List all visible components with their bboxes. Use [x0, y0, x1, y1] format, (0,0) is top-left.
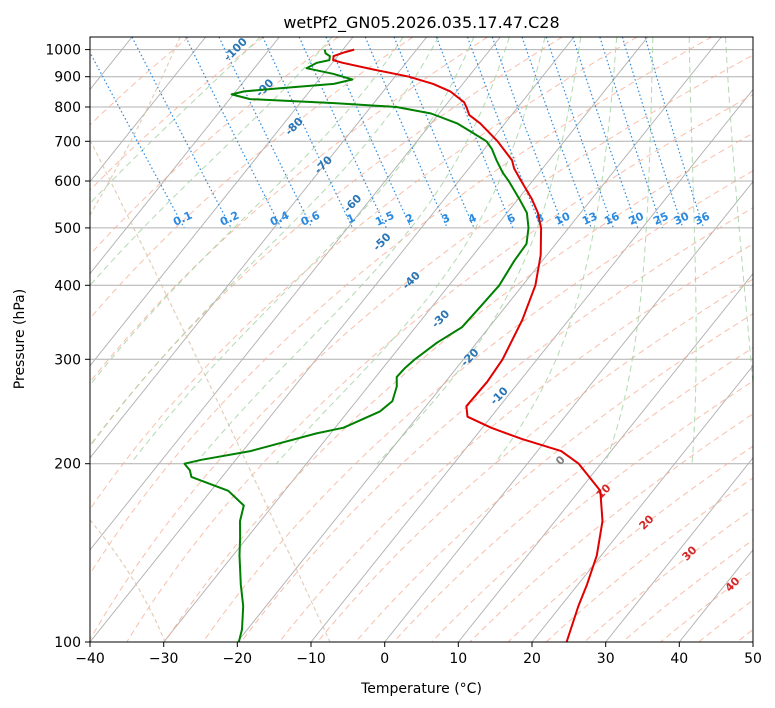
mixing-ratio-line	[364, 37, 448, 229]
x-tick-label: 30	[597, 651, 615, 667]
mixing-ratio-line	[599, 37, 663, 229]
moist-adiabat-line	[90, 37, 333, 287]
moist-adiabat-line	[604, 37, 654, 464]
dry-adiabat-line	[355, 313, 753, 642]
y-tick-label: 600	[54, 174, 81, 190]
mixing-ratio-line	[572, 37, 639, 229]
x-tick-label: 10	[449, 651, 467, 667]
moist-adiabat-line	[130, 37, 475, 464]
x-tick-label: −40	[75, 651, 105, 667]
dry-adiabat-line	[90, 37, 563, 447]
y-tick-label: 1000	[45, 43, 81, 59]
profile-lines	[183, 48, 604, 642]
background-arc	[90, 519, 166, 642]
y-axis-label: Pressure (hPa)	[12, 289, 28, 389]
y-tick-label: 200	[54, 457, 81, 473]
dry-adiabat-line	[278, 243, 753, 642]
background-arc	[90, 37, 181, 216]
mixing-ratio-line	[298, 37, 387, 229]
mixing-ratio-label: 13	[580, 210, 599, 228]
moist-adiabat-line	[494, 37, 618, 464]
plot-frame	[89, 36, 754, 643]
mixing-ratio-line	[521, 37, 592, 229]
mixing-ratio-label: 25	[651, 210, 670, 228]
mixing-ratio-line	[262, 37, 354, 229]
x-tick-label: 20	[523, 651, 541, 667]
y-tick-label: 900	[54, 70, 81, 86]
axes: −40 −30 −20 −10 0 10 20 30 40 50 100 200 300 400 500 60…	[45, 43, 762, 667]
isotherm-line	[90, 37, 207, 183]
moist-adiabat-line	[688, 37, 697, 464]
y-tick-label: 300	[54, 352, 81, 368]
dewpoint-profile-line	[183, 49, 530, 642]
mixing-ratio-line	[644, 37, 705, 229]
mixing-ratio-label: 10	[553, 209, 573, 227]
x-tick-label: 50	[744, 651, 762, 667]
y-tick-label: 700	[54, 134, 81, 150]
dry-adiabat-line	[90, 37, 488, 383]
mixing-ratio-label: 20	[627, 209, 647, 227]
moist-adiabat-line	[90, 37, 439, 448]
dry-adiabat-line	[164, 132, 753, 642]
mixing-ratio-line	[491, 37, 565, 229]
isotherm-line	[531, 365, 753, 642]
isotherm-line	[605, 457, 753, 642]
x-tick-label: −30	[149, 651, 179, 667]
dry-adiabat-line	[90, 37, 712, 575]
mixing-ratio-label: 16	[602, 209, 622, 227]
moist-adiabat-line	[90, 37, 404, 386]
x-tick-label: −10	[296, 651, 326, 667]
x-tick-label: 40	[670, 651, 688, 667]
isotherm-line	[163, 37, 649, 642]
moist-adiabat-line	[90, 37, 261, 205]
y-tick-label: 400	[54, 278, 81, 294]
y-tick-label: 100	[54, 635, 81, 651]
dry-adiabat-line	[90, 37, 638, 511]
dry-adiabat-line	[317, 278, 753, 642]
dry-adiabat-line	[90, 37, 339, 256]
isotherm-line	[236, 37, 722, 642]
mixing-ratio-label: 30	[672, 209, 692, 227]
mixing-ratio-line	[435, 37, 514, 229]
y-tick-label: 800	[54, 100, 81, 116]
isotherm-line	[384, 180, 753, 642]
chart-title: wetPf2_GN05.2026.035.17.47.C28	[283, 13, 559, 33]
moist-adiabat-line	[376, 37, 582, 465]
temperature-profile-line	[332, 48, 604, 642]
background-arc	[90, 139, 331, 642]
moist-adiabat-line	[275, 37, 546, 465]
dry-adiabat-line	[393, 347, 753, 642]
x-tick-label: −20	[223, 651, 253, 667]
x-tick-label: 0	[380, 651, 389, 667]
isotherm-line	[457, 272, 753, 642]
mixing-ratio-line	[185, 37, 282, 229]
moist-adiabat-line	[725, 37, 753, 390]
isotherm-line	[90, 37, 280, 275]
background-lines	[90, 37, 753, 642]
dry-adiabat-line	[126, 93, 753, 642]
dry-adiabat-line	[90, 37, 190, 126]
dry-adiabat-line	[202, 170, 753, 642]
isotherm-line	[90, 37, 354, 367]
mixing-ratio-line	[325, 37, 412, 229]
isotherm-line	[90, 37, 428, 459]
mixing-ratio-line	[545, 37, 614, 229]
dry-adiabat-line	[90, 37, 414, 320]
x-axis-label: Temperature (°C)	[360, 681, 482, 697]
mixing-ratio-line	[466, 37, 542, 229]
mixing-ratio-line	[621, 37, 684, 229]
y-tick-label: 500	[54, 221, 81, 237]
mixing-ratio-label: 36	[692, 209, 712, 227]
